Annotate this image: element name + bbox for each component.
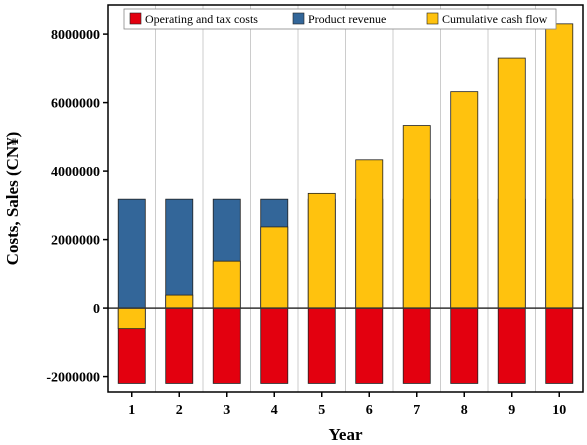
- legend: Operating and tax costs Product revenue Cu…: [123, 8, 557, 30]
- y-axis-title: Costs, Sales (CN¥): [3, 132, 22, 266]
- revenue-bar: [165, 198, 194, 309]
- cashflow-bar: [355, 159, 384, 309]
- cashflow-bar: [260, 226, 289, 309]
- x-tick-label: 6: [366, 403, 373, 418]
- y-tick-label: -2000000: [46, 371, 100, 386]
- cashflow-bar: [545, 23, 574, 309]
- legend-swatch: [426, 12, 439, 25]
- legend-swatch: [129, 12, 142, 25]
- x-tick-label: 8: [461, 403, 468, 418]
- x-tick-label: 9: [508, 403, 515, 418]
- x-tick-label: 3: [223, 403, 230, 418]
- x-tick-label: 5: [318, 403, 325, 418]
- cost-bar: [307, 307, 336, 384]
- x-axis-title: Year: [329, 425, 363, 444]
- cashflow-bar: [307, 192, 336, 309]
- plot-frame: [107, 4, 584, 393]
- legend-box: [123, 8, 557, 30]
- cost-bar: [260, 307, 289, 384]
- x-tick-label: 2: [176, 403, 183, 418]
- cost-bar: [450, 307, 479, 384]
- bars: [117, 23, 574, 384]
- y-tick-label: 4000000: [51, 165, 100, 180]
- y-tick-label: 8000000: [51, 28, 100, 43]
- cost-bar: [212, 307, 241, 384]
- legend-swatch: [292, 12, 305, 25]
- y-tick-label: 2000000: [51, 234, 100, 249]
- cashflow-bar: [402, 125, 431, 309]
- legend-label: Operating and tax costs: [145, 12, 258, 26]
- x-tick-label: 10: [552, 403, 566, 418]
- cost-bar: [497, 307, 526, 384]
- cashflow-bar: [450, 91, 479, 309]
- revenue-bar: [117, 198, 146, 309]
- cost-bar: [165, 307, 194, 384]
- cashflow-bar: [497, 57, 526, 309]
- cost-bar: [402, 307, 431, 384]
- x-tick-label: 4: [271, 403, 278, 418]
- cashflow-bar: [212, 260, 241, 309]
- legend-label: Cumulative cash flow: [442, 12, 548, 26]
- cashflow-bar: [165, 294, 194, 309]
- y-tick-label: 6000000: [51, 97, 100, 112]
- cost-bar: [355, 307, 384, 384]
- grid-lines: [155, 5, 536, 392]
- legend-label: Product revenue: [308, 12, 386, 26]
- cashflow-bar: [117, 307, 146, 330]
- cost-bar: [545, 307, 574, 384]
- x-tick-label: 7: [413, 403, 420, 418]
- x-tick-label: 1: [128, 403, 135, 418]
- y-tick-label: 0: [93, 302, 100, 317]
- axes: -2000000 0 2000000 4000000 6000000 8000000 1 2 3…: [46, 28, 566, 418]
